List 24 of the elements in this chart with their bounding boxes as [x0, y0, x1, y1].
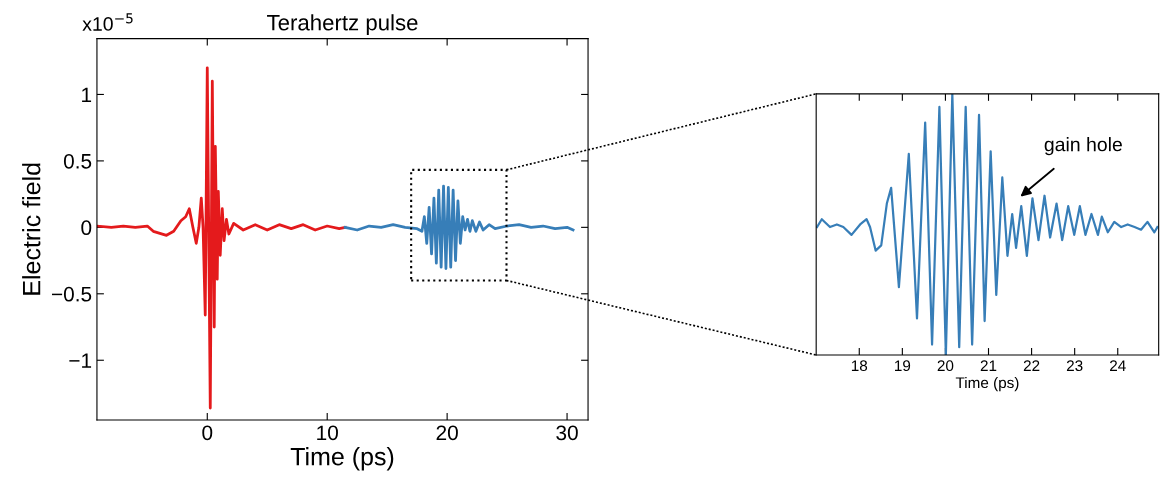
- x-axis-title: Time (ps): [290, 447, 394, 471]
- y-tick-label: 0: [81, 220, 92, 236]
- x-tick-label: 20: [937, 360, 954, 372]
- line-series: [96, 66, 347, 410]
- x-tick-label: 23: [1066, 360, 1083, 372]
- x-tick-label: 19: [895, 360, 911, 372]
- chart-title: Terahertz pulse: [267, 14, 418, 35]
- x-tick-label: 21: [980, 360, 997, 371]
- x-axis-title: Time (ps): [955, 376, 1019, 392]
- y-tick-label: −0.5: [51, 286, 92, 302]
- annotation: gain hole: [1044, 137, 1122, 156]
- x-tick-label: 10: [317, 425, 338, 441]
- line-series: [343, 184, 575, 270]
- y-tick-label: 1: [82, 87, 92, 102]
- y-tick-label: −1: [69, 353, 92, 368]
- x-tick-label: 24: [1110, 360, 1126, 371]
- text: x10$^{−5}$: [82, 13, 133, 31]
- x-tick-label: 20: [436, 425, 458, 441]
- x-tick-label: 0: [202, 425, 213, 441]
- x-tick-label: 22: [1023, 360, 1040, 371]
- y-tick-label: 0.5: [63, 153, 92, 169]
- x-tick-label: 30: [556, 425, 578, 441]
- x-tick-label: 18: [851, 360, 868, 372]
- y-axis-title: Electric field: [22, 163, 41, 295]
